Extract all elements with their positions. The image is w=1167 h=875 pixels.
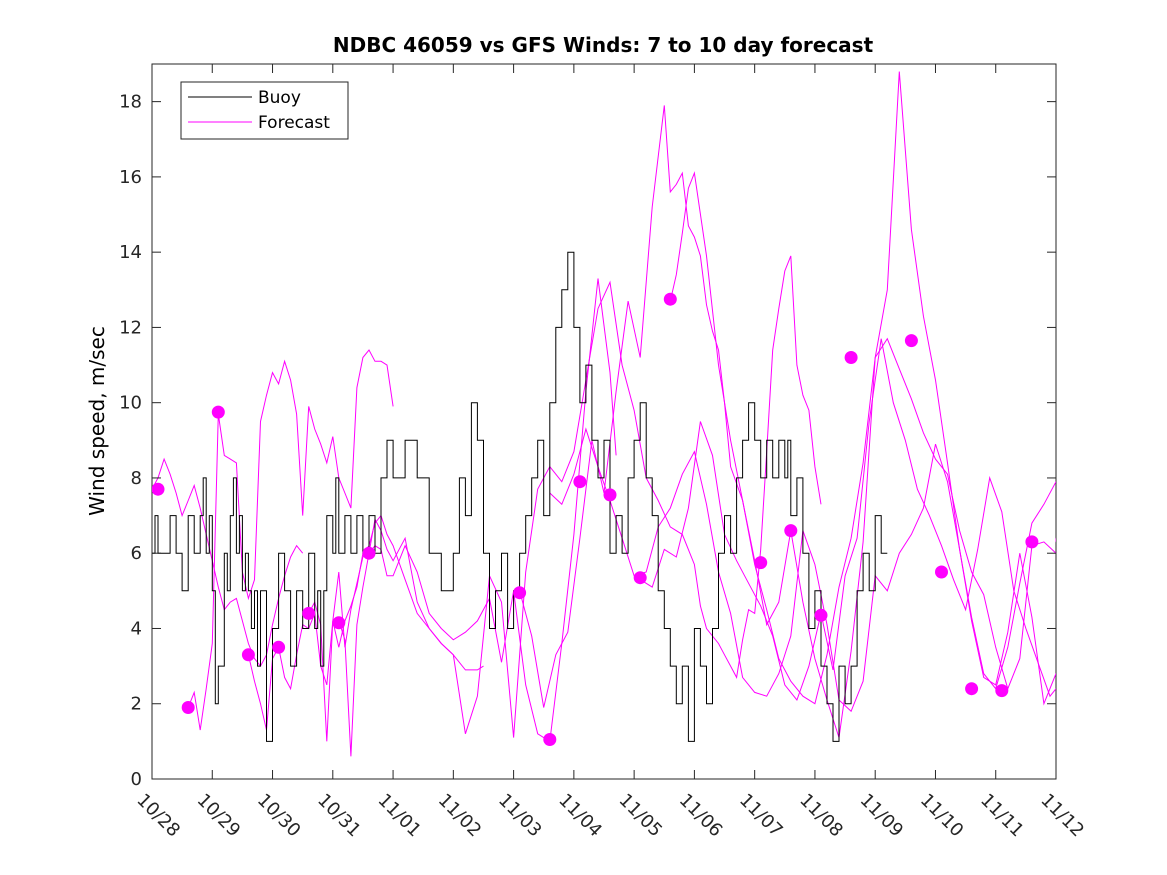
x-tick-label: 11/09 — [856, 790, 908, 842]
legend-label-buoy: Buoy — [258, 88, 301, 108]
forecast-marker — [302, 606, 316, 620]
forecast-marker — [1025, 535, 1039, 549]
forecast-marker — [814, 608, 828, 622]
x-tick-label: 11/06 — [675, 790, 727, 842]
y-tick-label: 14 — [119, 242, 142, 263]
forecast-marker — [241, 648, 255, 662]
y-tick-label: 10 — [119, 393, 142, 414]
x-tick-label: 10/30 — [253, 790, 305, 842]
y-tick-label: 12 — [119, 317, 142, 338]
forecast-marker — [784, 524, 798, 538]
chart-title: NDBC 46059 vs GFS Winds: 7 to 10 day for… — [333, 33, 874, 57]
x-tick-label: 11/04 — [554, 790, 606, 842]
plot-area: 0 2 4 6 8 10 12 14 16 18 10/28 10/29 10/30 10/31 11/01… — [119, 63, 1088, 842]
forecast-marker — [935, 565, 948, 579]
forecast-marker — [633, 571, 647, 585]
x-tick-label: 10/31 — [313, 790, 365, 842]
forecast-marker — [211, 405, 225, 419]
forecast-marker — [362, 546, 376, 560]
forecast-marker — [904, 334, 918, 348]
forecast-line-8 — [639, 338, 1056, 702]
forecast-line-5 — [338, 255, 822, 757]
x-tick-label: 11/02 — [434, 790, 486, 842]
forecast-marker — [995, 684, 1009, 698]
y-tick-label: 16 — [119, 167, 142, 188]
data-layer — [152, 71, 1056, 757]
forecast-line-7 — [669, 171, 1056, 738]
forecast-line-1 — [152, 457, 304, 668]
forecast-marker — [272, 640, 286, 654]
x-tick-label: 11/10 — [916, 790, 968, 842]
y-tick-label: 0 — [131, 769, 142, 790]
forecast-marker — [1055, 537, 1056, 543]
x-tick-label: 11/03 — [494, 790, 546, 842]
forecast-marker — [543, 733, 557, 746]
y-tick-label: 18 — [119, 92, 142, 113]
forecast-marker — [663, 292, 677, 306]
x-tick-label: 11/08 — [795, 790, 847, 842]
forecast-marker — [573, 475, 587, 489]
forecast-marker — [181, 701, 195, 714]
legend-label-forecast: Forecast — [258, 113, 330, 133]
legend-box — [180, 81, 349, 140]
y-axis-label: Wind speed, m/sec — [85, 326, 109, 516]
forecast-line-2 — [187, 349, 394, 731]
buoy-line — [152, 251, 888, 742]
y-tick-label: 8 — [131, 468, 142, 489]
x-tick-label: 11/11 — [976, 790, 1028, 842]
forecast-line-4 — [308, 278, 617, 743]
x-tick-label: 11/12 — [1036, 790, 1088, 842]
forecast-marker — [603, 488, 617, 502]
legend: Buoy Forecast — [180, 81, 349, 140]
forecast-marker — [152, 482, 165, 496]
plot-frame — [151, 63, 1057, 780]
forecast-marker — [965, 682, 979, 696]
x-tick-label: 10/28 — [132, 790, 184, 842]
forecast-marker — [332, 616, 346, 630]
y-tick-label: 2 — [131, 694, 142, 715]
x-tick-label: 11/01 — [374, 790, 426, 842]
forecast-marker — [844, 351, 858, 364]
forecast-marker — [513, 586, 527, 600]
x-tick-label: 11/07 — [735, 790, 787, 842]
forecast-marker — [754, 556, 768, 570]
x-tick-label: 11/05 — [615, 790, 667, 842]
y-tick-label: 4 — [131, 618, 142, 639]
y-tick-label: 6 — [131, 543, 142, 564]
x-tick-label: 10/29 — [193, 790, 245, 842]
